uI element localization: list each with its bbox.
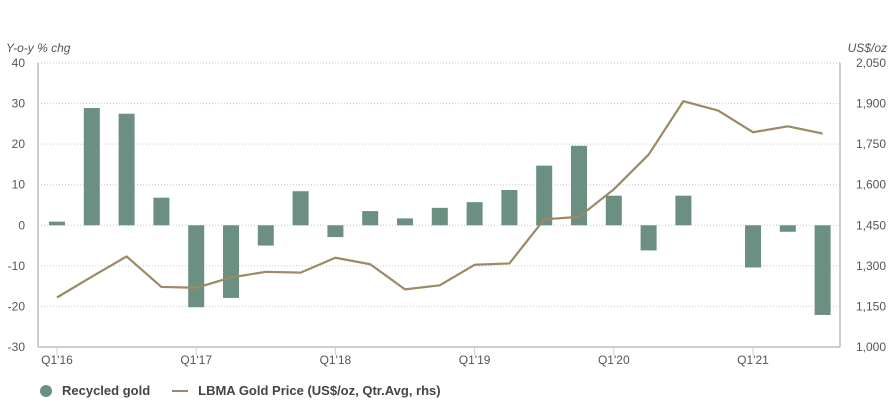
plot-frame	[37, 63, 841, 348]
bar	[466, 202, 483, 226]
left-tick-label: -10	[8, 259, 26, 273]
right-tick-label: 1,000	[856, 340, 886, 354]
bar	[49, 221, 65, 226]
right-tick-label: 1,450	[856, 218, 886, 232]
right-axis-ticks: 2,050 1,900 1,750 1,600 1,450 1,300 1,150 1,000	[856, 56, 886, 354]
bar	[501, 189, 518, 226]
bar	[571, 145, 587, 226]
legend-label: Recycled gold	[62, 383, 151, 398]
bar	[814, 225, 831, 315]
legend: Recycled gold LBMA Gold Price (US$/oz, Q…	[40, 383, 463, 398]
bar	[257, 225, 274, 246]
bar	[675, 195, 692, 226]
left-axis-ticks: 40 30 20 10 0 -10 -20 -30	[8, 56, 26, 354]
legend-line-icon	[172, 389, 189, 392]
bar	[431, 207, 448, 226]
left-axis-title: Y-o-y % chg	[6, 41, 71, 55]
right-tick-label: 2,050	[856, 56, 886, 70]
right-tick-label: 1,600	[856, 178, 886, 192]
bar	[327, 225, 344, 238]
legend-circle-icon	[40, 384, 52, 397]
bar	[397, 218, 413, 226]
left-tick-label: -30	[8, 340, 26, 354]
left-tick-label: 0	[18, 218, 25, 232]
left-tick-label: 30	[12, 97, 26, 111]
bar	[223, 225, 239, 298]
legend-item-recycled-gold[interactable]: Recycled gold	[40, 383, 150, 398]
gold-price-line	[56, 100, 823, 299]
right-tick-label: 1,150	[856, 299, 886, 313]
left-tick-label: 10	[12, 178, 26, 192]
bar	[605, 195, 622, 226]
bar	[745, 225, 761, 268]
bar-series	[49, 108, 831, 315]
left-tick-label: 20	[12, 137, 26, 151]
right-tick-label: 1,750	[856, 137, 886, 151]
left-tick-label: 40	[12, 56, 26, 70]
bar	[83, 108, 100, 226]
x-tick-label: Q1'16	[41, 353, 73, 367]
line-series	[56, 100, 823, 299]
x-tick-label: Q1'19	[459, 353, 491, 367]
right-tick-label: 1,900	[856, 97, 886, 111]
x-tick-label: Q1'17	[180, 353, 212, 367]
x-axis-ticks: Q1'16 Q1'17 Q1'18 Q1'19 Q1'20 Q1'21	[41, 347, 769, 367]
bar	[779, 225, 796, 232]
x-tick-label: Q1'20	[598, 353, 630, 367]
bar	[362, 211, 379, 226]
bar	[292, 191, 309, 226]
bar	[188, 225, 205, 308]
bar	[153, 197, 170, 226]
legend-item-lbma-gold-price[interactable]: LBMA Gold Price (US$/oz, Qtr.Avg, rhs)	[172, 383, 441, 398]
x-tick-label: Q1'21	[737, 353, 769, 367]
left-tick-label: -20	[8, 299, 26, 313]
x-tick-label: Q1'18	[320, 353, 352, 367]
legend-label: LBMA Gold Price (US$/oz, Qtr.Avg, rhs)	[198, 383, 441, 398]
right-tick-label: 1,300	[856, 259, 886, 273]
bar	[118, 113, 135, 226]
gridlines	[38, 62, 840, 307]
right-axis-title: US$/oz	[848, 41, 887, 55]
bar	[536, 165, 553, 226]
bar	[640, 225, 657, 251]
